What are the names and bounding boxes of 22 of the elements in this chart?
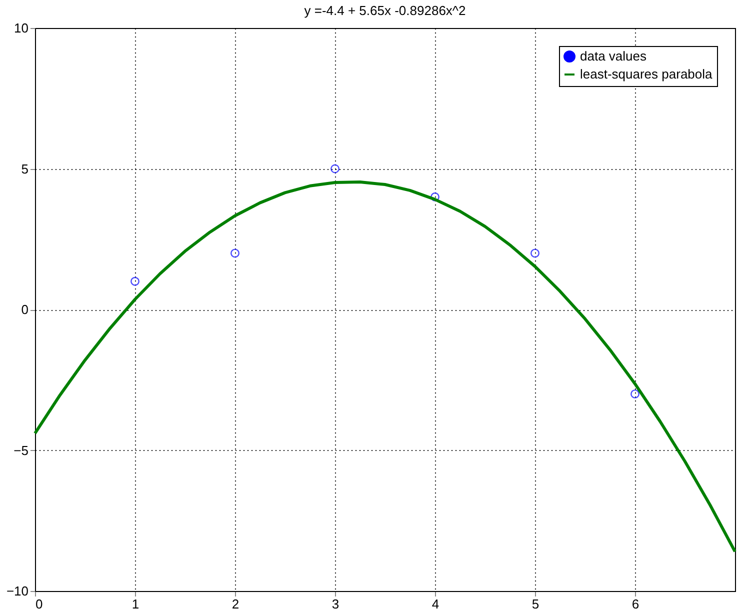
point (430, 192, 440, 202)
y-tick-label: 5 (21, 161, 28, 176)
point (330, 164, 340, 174)
point (230, 248, 240, 258)
point (630, 389, 640, 398)
x-tick-label: 3 (332, 596, 340, 612)
x-tick-label: 4 (432, 596, 440, 612)
x-tick-label: 5 (532, 596, 540, 612)
legend-label: least-squares parabola (580, 66, 714, 82)
y-tick-label: 0 (21, 302, 28, 317)
y-tick-label: 10 (14, 20, 28, 36)
y-tick-label: −10 (6, 584, 28, 598)
chart-title: y =-4.4 + 5.65x -0.89286x^2 (304, 3, 466, 18)
y-tick-label: −5 (14, 442, 28, 458)
line-series (34, 180, 736, 554)
x-tick-label: 0 (36, 596, 43, 612)
point (530, 248, 540, 258)
x-tick-label: 2 (232, 596, 240, 612)
point (130, 276, 140, 286)
x-tick-label: 6 (632, 596, 640, 612)
x-tick-label: 1 (132, 596, 140, 612)
legend-label: data values (580, 48, 647, 64)
